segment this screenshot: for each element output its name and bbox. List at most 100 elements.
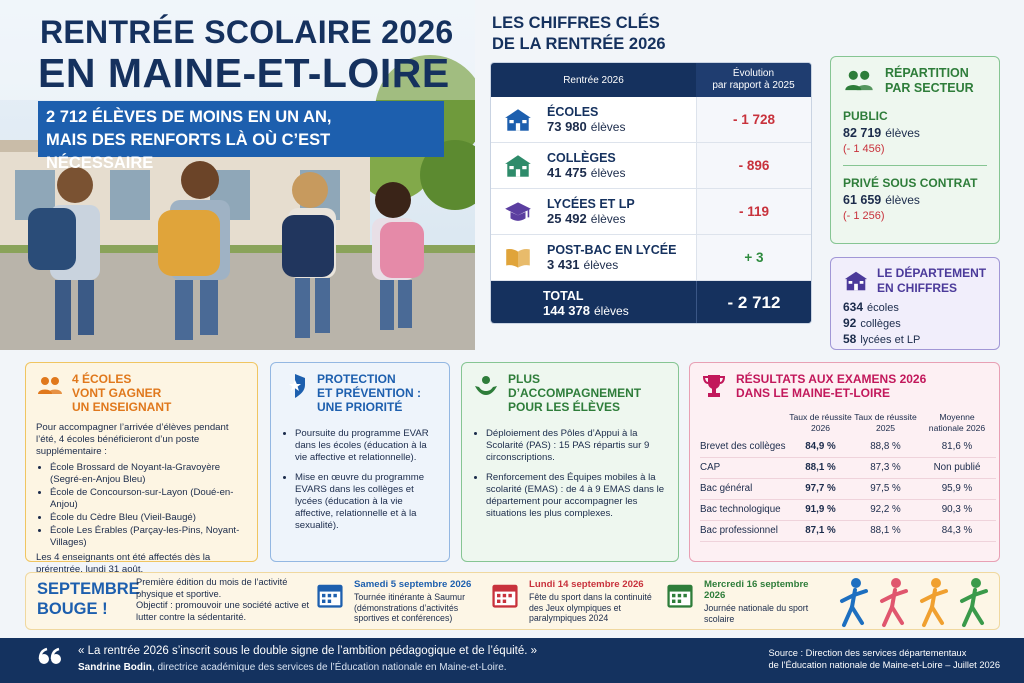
icon	[843, 65, 875, 97]
department-item: 92 collèges	[843, 316, 987, 332]
card-title: PLUS D’ACCOMPAGNEMENT POUR LES ÉLÈVES	[508, 372, 642, 414]
change: - 2 712	[696, 281, 811, 323]
intro: Pour accompagner l’arrivée d’élèves pend…	[36, 422, 229, 457]
rate: 95,9 %	[918, 479, 996, 500]
department-item: 58 lycées et LP	[843, 332, 987, 348]
icon	[489, 579, 521, 611]
rate: 90,3 %	[918, 500, 996, 521]
row-text: POST-BAC EN LYCÉE 3 431 élèves	[547, 243, 676, 272]
count: 144 378	[543, 302, 590, 318]
change: - 119	[696, 189, 811, 234]
sports-figures	[826, 575, 996, 634]
corner	[700, 408, 788, 437]
sector-group: PUBLIC 82 719 élèves (- 1 456)	[843, 109, 987, 155]
banner-intro: Première édition du mois de l’activité p…	[136, 577, 310, 622]
card-header: PLUS D’ACCOMPAGNEMENT POUR LES ÉLÈVES	[472, 372, 668, 414]
icon	[843, 268, 869, 294]
rate: 92,2 %	[853, 500, 918, 521]
event-desc: Journée nationale du sport scolaire	[704, 603, 809, 624]
exams-card: RÉSULTATS AUX EXAMENS 2026 DANS LE MAINE…	[689, 362, 1000, 562]
change: - 896	[696, 143, 811, 188]
bullet: Renforcement des Équipes mobiles à la sc…	[486, 472, 668, 520]
unit: élèves	[594, 303, 629, 318]
icon	[314, 579, 346, 611]
count: 634	[843, 300, 864, 314]
count: 73 980	[547, 119, 587, 134]
table-row: POST-BAC EN LYCÉE 3 431 élèves + 3	[491, 235, 811, 281]
card-header: 4 ÉCOLES VONT GAGNER UN ENSEIGNANT	[36, 372, 247, 414]
schools-card: 4 ÉCOLES VONT GAGNER UN ENSEIGNANT Pour a…	[25, 362, 258, 575]
school-list: École Brossard de Noyant-la-Gravoyère (S…	[36, 462, 247, 549]
row-text: LYCÉES ET LP 25 492 élèves	[547, 197, 635, 226]
icon	[281, 372, 309, 400]
sector-change: (- 1 256)	[843, 210, 885, 222]
row-name: TOTAL	[543, 288, 584, 303]
rate: Non publié	[918, 458, 996, 479]
rate: 88,8 %	[853, 437, 918, 458]
icon	[503, 197, 533, 227]
panel-title: LE DÉPARTEMENT EN CHIFFRES	[877, 266, 987, 295]
support-card: PLUS D’ACCOMPAGNEMENT POUR LES ÉLÈVES Dép…	[461, 362, 679, 562]
unit: élèves	[885, 126, 920, 140]
icon	[664, 579, 696, 611]
author-line: Sandrine Bodin, directrice académique de…	[78, 662, 507, 673]
rate: 84,3 %	[918, 521, 996, 542]
rate: 81,6 %	[918, 437, 996, 458]
row-count: 41 475 élèves	[547, 165, 625, 180]
title: EN MAINE-ET-LOIRE	[38, 50, 450, 96]
section-title: LES CHIFFRES CLÉS DE LA RENTRÉE 2026	[492, 14, 666, 53]
rate: 88,1 %	[788, 458, 853, 479]
event-text: Samedi 5 septembre 2026 Tournée itinérant…	[354, 579, 482, 624]
key-figures-table: Rentrée 2026 Évolution par rapport à 2025…	[490, 62, 812, 324]
row-count: 25 492 élèves	[547, 211, 635, 226]
column-header: Taux de réussite 2025	[854, 412, 917, 433]
school: École de Concourson-sur-Layon (Doué-en-A…	[50, 487, 247, 511]
row-label: TOTAL 144 378 élèves	[491, 281, 696, 323]
icon	[503, 105, 533, 135]
row-label: ÉCOLES 73 980 élèves	[491, 97, 696, 142]
september-banner: SEPTEMBRE BOUGE ! Première édition du moi…	[25, 572, 1000, 630]
banner-title: SEPTEMBRE BOUGE !	[37, 580, 140, 618]
column-header: Évolution par rapport à 2025	[696, 63, 811, 97]
bullet: Poursuite du programme EVAR dans les éco…	[295, 428, 439, 464]
table-row: ÉCOLES 73 980 élèves - 1 728	[491, 97, 811, 143]
school: École Les Érables (Parçay-les-Pins, Noya…	[50, 525, 247, 549]
event-text: Mercredi 16 septembre 2026 Journée nation…	[704, 579, 832, 624]
event-desc: Tournée itinérante à Saumur (démonstrati…	[354, 592, 466, 623]
bullet-list: Poursuite du programme EVAR dans les éco…	[281, 428, 439, 532]
table-row: LYCÉES ET LP 25 492 élèves - 119	[491, 189, 811, 235]
rate: 87,3 %	[853, 458, 918, 479]
icon	[503, 151, 533, 181]
event: Mercredi 16 septembre 2026 Journée nation…	[664, 579, 832, 624]
row-label: COLLÈGES 41 475 élèves	[491, 143, 696, 188]
school: École du Cèdre Bleu (Vieil-Baugé)	[50, 512, 247, 524]
panel-header: RÉPARTITION PAR SECTEUR	[843, 65, 987, 97]
title: RENTRÉE SCOLAIRE 2026	[40, 14, 454, 50]
row-name: LYCÉES ET LP	[547, 197, 635, 211]
row-text: ÉCOLES 73 980 élèves	[547, 105, 625, 134]
column-header: Taux de réussite 2026	[789, 412, 852, 433]
exam-table: Taux de réussite 2026 Taux de réussite 20…	[700, 408, 996, 542]
change: + 3	[696, 235, 811, 280]
event-date: Samedi 5 septembre 2026	[354, 579, 472, 590]
change: - 1 728	[696, 97, 811, 142]
exam-name: Brevet des collèges	[700, 437, 788, 458]
row-label: POST-BAC EN LYCÉE 3 431 élèves	[491, 235, 696, 280]
panel-title: RÉPARTITION PAR SECTEUR	[885, 66, 974, 95]
source: Source : Direction des services départem…	[768, 648, 1000, 670]
row-text: TOTAL 144 378 élèves	[543, 289, 629, 318]
event-date: Mercredi 16 septembre 2026	[704, 579, 809, 601]
sector-label: PRIVÉ SOUS CONTRAT	[843, 176, 978, 190]
unit: élèves	[885, 193, 920, 207]
count: 41 475	[547, 165, 587, 180]
count: 82 719	[843, 126, 882, 140]
rate: 88,1 %	[853, 521, 918, 542]
row-name: ÉCOLES	[547, 105, 599, 119]
author: Sandrine Bodin	[78, 662, 152, 673]
outro: Les 4 enseignants ont été affectés dès l…	[36, 552, 211, 575]
bullet-list: Déploiement des Pôles d’Appui à la Scola…	[472, 428, 668, 520]
department-item: 634 écoles	[843, 300, 987, 316]
table-row: COLLÈGES 41 475 élèves - 896	[491, 143, 811, 189]
rate: 97,5 %	[853, 479, 918, 500]
